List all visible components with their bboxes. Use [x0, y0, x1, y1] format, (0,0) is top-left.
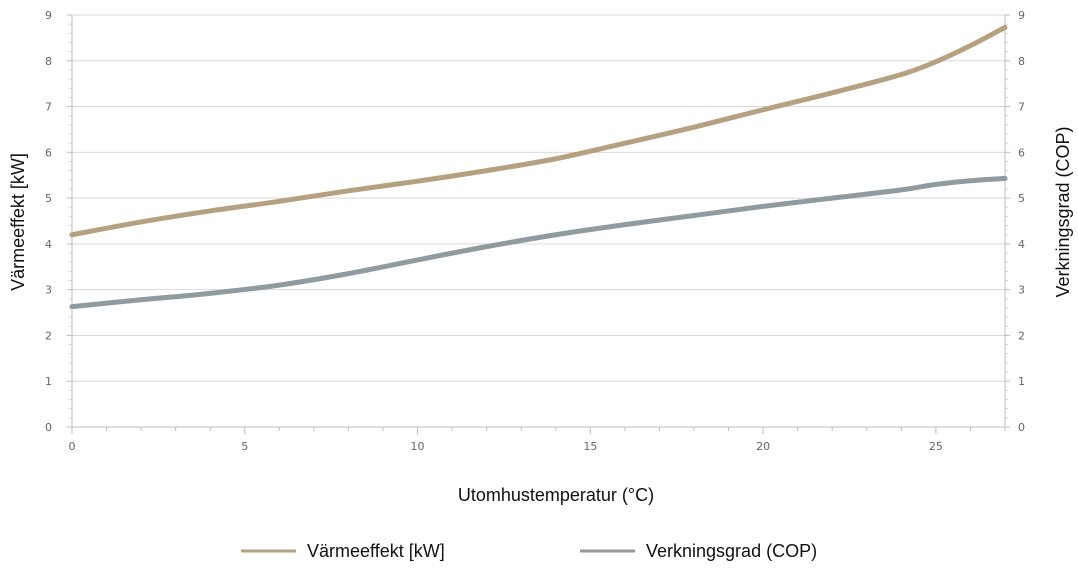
y-tick-label: 4 [45, 238, 52, 251]
legend-label-2: Verkningsgrad (COP) [646, 541, 817, 561]
y-tick-label: 9 [45, 9, 52, 22]
x-tick-label: 5 [241, 440, 248, 453]
y-tick-label: 3 [45, 284, 52, 297]
y2-tick-label: 3 [1018, 284, 1025, 297]
y-tick-label: 6 [45, 146, 52, 159]
y2-tick-label: 7 [1018, 101, 1025, 114]
y2-tick-label: 8 [1018, 55, 1025, 68]
y-tick-label: 8 [45, 55, 52, 68]
y-axis-title-left: Värmeeffekt [kW] [8, 153, 28, 291]
y-tick-label: 0 [45, 421, 52, 434]
grid [72, 14, 1005, 428]
series-line-2 [69, 175, 1008, 310]
x-tick-label: 10 [411, 440, 425, 453]
x-axis-title: Utomhustemperatur (°C) [458, 485, 654, 505]
x-tick-label: 20 [756, 440, 770, 453]
y2-tick-label: 4 [1018, 238, 1025, 251]
y2-tick-label: 2 [1018, 329, 1025, 342]
series-line-1 [69, 24, 1008, 238]
legend-label-1: Värmeeffekt [kW] [307, 541, 445, 561]
y-axis-title-right: Verkningsgrad (COP) [1053, 126, 1073, 297]
y2-tick-label: 9 [1018, 9, 1025, 22]
y-tick-label: 5 [45, 192, 52, 205]
series-lines [69, 24, 1008, 310]
y-tick-label: 2 [45, 329, 52, 342]
x-tick-label: 25 [929, 440, 943, 453]
axes: 0 1 2 3 4 5 6 7 8 9 0 1 2 3 4 5 6 7 8 9 0 5 10 15 20 25 [45, 9, 1025, 453]
y-tick-label: 1 [45, 375, 52, 388]
y2-tick-label: 6 [1018, 146, 1025, 159]
y-tick-label: 7 [45, 101, 52, 114]
y2-tick-label: 0 [1018, 421, 1025, 434]
y2-tick-label: 5 [1018, 192, 1025, 205]
x-tick-label: 15 [583, 440, 597, 453]
legend: Värmeeffekt [kW] Verkningsgrad (COP) [241, 541, 817, 561]
y2-tick-label: 1 [1018, 375, 1025, 388]
x-tick-label: 0 [69, 440, 76, 453]
